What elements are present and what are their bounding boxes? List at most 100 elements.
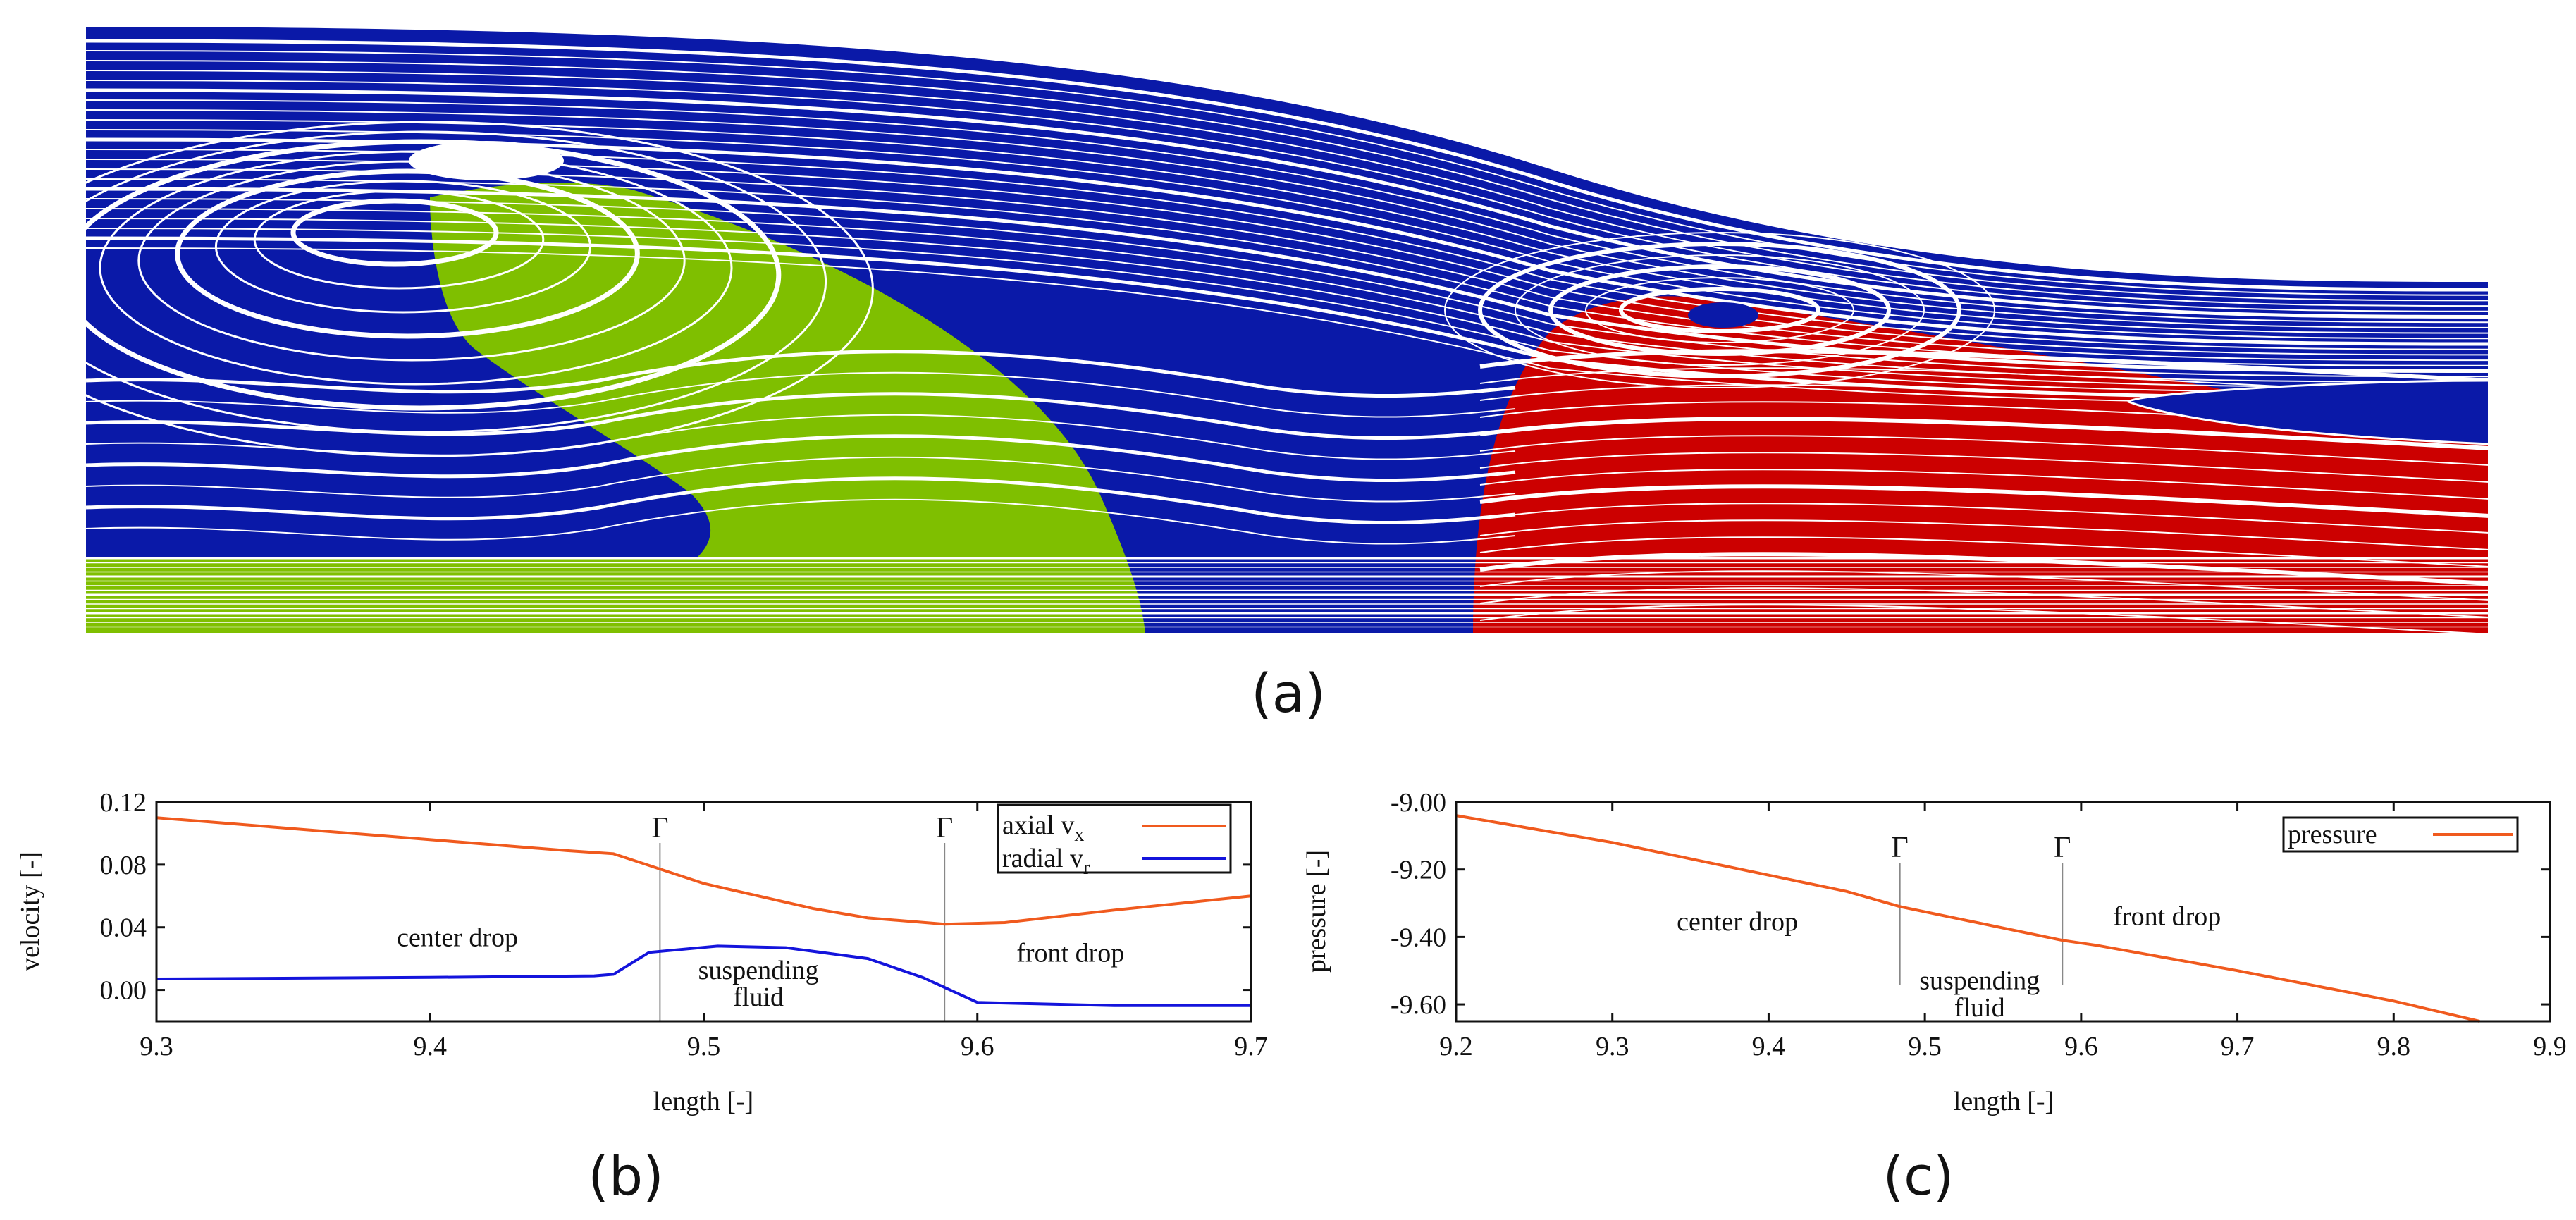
vortex-streamline <box>1548 264 1891 356</box>
vortex-streamline <box>86 139 782 411</box>
interface-label: Γ <box>936 812 953 844</box>
x-tick-label: 9.5 <box>1908 1032 1942 1061</box>
streamline <box>1479 570 2488 601</box>
vortex-streamline <box>214 180 592 314</box>
vortex-core <box>1688 302 1758 328</box>
streamline <box>86 129 2488 340</box>
streamline <box>1479 587 2488 618</box>
legend-axial-sub: x <box>1074 824 1084 846</box>
streamline <box>86 50 2488 296</box>
streamline <box>1479 469 2488 500</box>
region-annotation: suspending <box>698 956 819 985</box>
streamline <box>86 88 2488 319</box>
vortex-streamline <box>99 150 733 386</box>
streamline <box>1479 519 2488 550</box>
vortex-eye <box>409 141 564 180</box>
streamline <box>86 208 2488 383</box>
streamline <box>1479 503 2488 534</box>
streamline <box>86 498 1516 545</box>
streamline <box>86 60 2488 302</box>
caption-a: (a) <box>1251 662 1326 725</box>
region-annotation: center drop <box>1677 907 1798 937</box>
interface-label: Γ <box>1892 832 1909 864</box>
streamline <box>86 99 2488 324</box>
streamline <box>86 228 2488 394</box>
center-drop-region <box>86 183 1145 633</box>
streamline <box>1479 349 2488 383</box>
y-tick-label: 0.04 <box>100 913 147 943</box>
streamline <box>86 476 1516 525</box>
streamline <box>1479 417 2488 450</box>
streamlines <box>86 39 2488 633</box>
streamline <box>86 414 1516 460</box>
streamline <box>86 434 1516 483</box>
x-tick-label: 9.7 <box>2221 1032 2255 1061</box>
streamline <box>86 371 1516 418</box>
region-annotation: suspending <box>1919 966 2040 996</box>
caption-c: (c) <box>1882 1145 1954 1207</box>
streamline <box>86 119 2488 334</box>
legend-pressure-label: pressure <box>2288 820 2377 849</box>
streamline <box>86 70 2488 307</box>
y-tick-label: 0.12 <box>100 788 147 818</box>
y-tick-label: -9.20 <box>1391 856 1446 885</box>
streamline <box>86 137 2488 346</box>
streamline <box>1479 435 2488 466</box>
vortex-streamline <box>290 198 499 267</box>
streamline <box>1479 552 2488 586</box>
x-tick-label: 9.6 <box>2064 1032 2098 1061</box>
legend-radial-text: radial v <box>1002 844 1083 873</box>
x-tick-label: 9.8 <box>2377 1032 2411 1061</box>
streamline <box>86 39 2488 292</box>
x-tick-label: 9.9 <box>2533 1032 2567 1061</box>
velocity-ylabel: velocity [-] <box>16 851 45 971</box>
vortex-streamline <box>253 190 545 290</box>
vortex-streamline <box>1478 242 1961 378</box>
x-tick-label: 9.7 <box>1234 1032 1268 1061</box>
streamline <box>86 198 2488 378</box>
caption-b: (b) <box>588 1145 664 1207</box>
streamline <box>86 456 1516 503</box>
x-tick-label: 9.3 <box>140 1032 173 1061</box>
front-drop-region <box>1473 296 2488 633</box>
streamline <box>86 350 1516 398</box>
interface-label: Γ <box>2054 832 2071 864</box>
pressure-xlabel: length [-] <box>1954 1087 2054 1116</box>
region-annotation: fluid <box>1954 993 2005 1023</box>
y-tick-label: 0.00 <box>100 976 147 1006</box>
vortex-streamline <box>175 168 640 339</box>
streamline <box>1479 604 2488 633</box>
x-tick-label: 9.4 <box>1752 1032 1786 1061</box>
region-annotation: center drop <box>397 923 518 952</box>
vortex-streamline <box>86 121 874 457</box>
streamline <box>86 149 2488 350</box>
streamline <box>1479 452 2488 483</box>
series-line-axial <box>156 816 1252 926</box>
velocity-legend-box <box>997 803 1232 874</box>
series-line-pressure <box>1455 814 2480 1023</box>
y-tick-label: -9.40 <box>1391 923 1446 952</box>
streamline <box>86 218 2488 388</box>
pressure-plot-frame <box>1455 801 2551 1023</box>
streamline <box>86 168 2488 362</box>
y-tick-label: 0.08 <box>100 851 147 880</box>
x-tick-label: 9.3 <box>1596 1032 1629 1061</box>
y-tick-label: -9.00 <box>1391 788 1446 818</box>
wake-tongue <box>2127 379 2488 445</box>
y-tick-label: -9.60 <box>1391 990 1446 1020</box>
velocity-xlabel: length [-] <box>653 1087 753 1116</box>
series-line-radial <box>156 944 1251 1007</box>
legend-axial-label: axial vx <box>1002 811 1084 846</box>
region-annotation: front drop <box>1016 939 1124 968</box>
streamline <box>86 80 2488 312</box>
legend-radial-label: radial vr <box>1002 844 1090 879</box>
region-annotation: fluid <box>733 982 784 1012</box>
streamline <box>86 392 1516 440</box>
legend-radial-sub: r <box>1083 857 1090 879</box>
streamline <box>1479 484 2488 518</box>
vortex-streamline <box>1585 277 1854 343</box>
pressure-ylabel: pressure [-] <box>1302 850 1331 973</box>
